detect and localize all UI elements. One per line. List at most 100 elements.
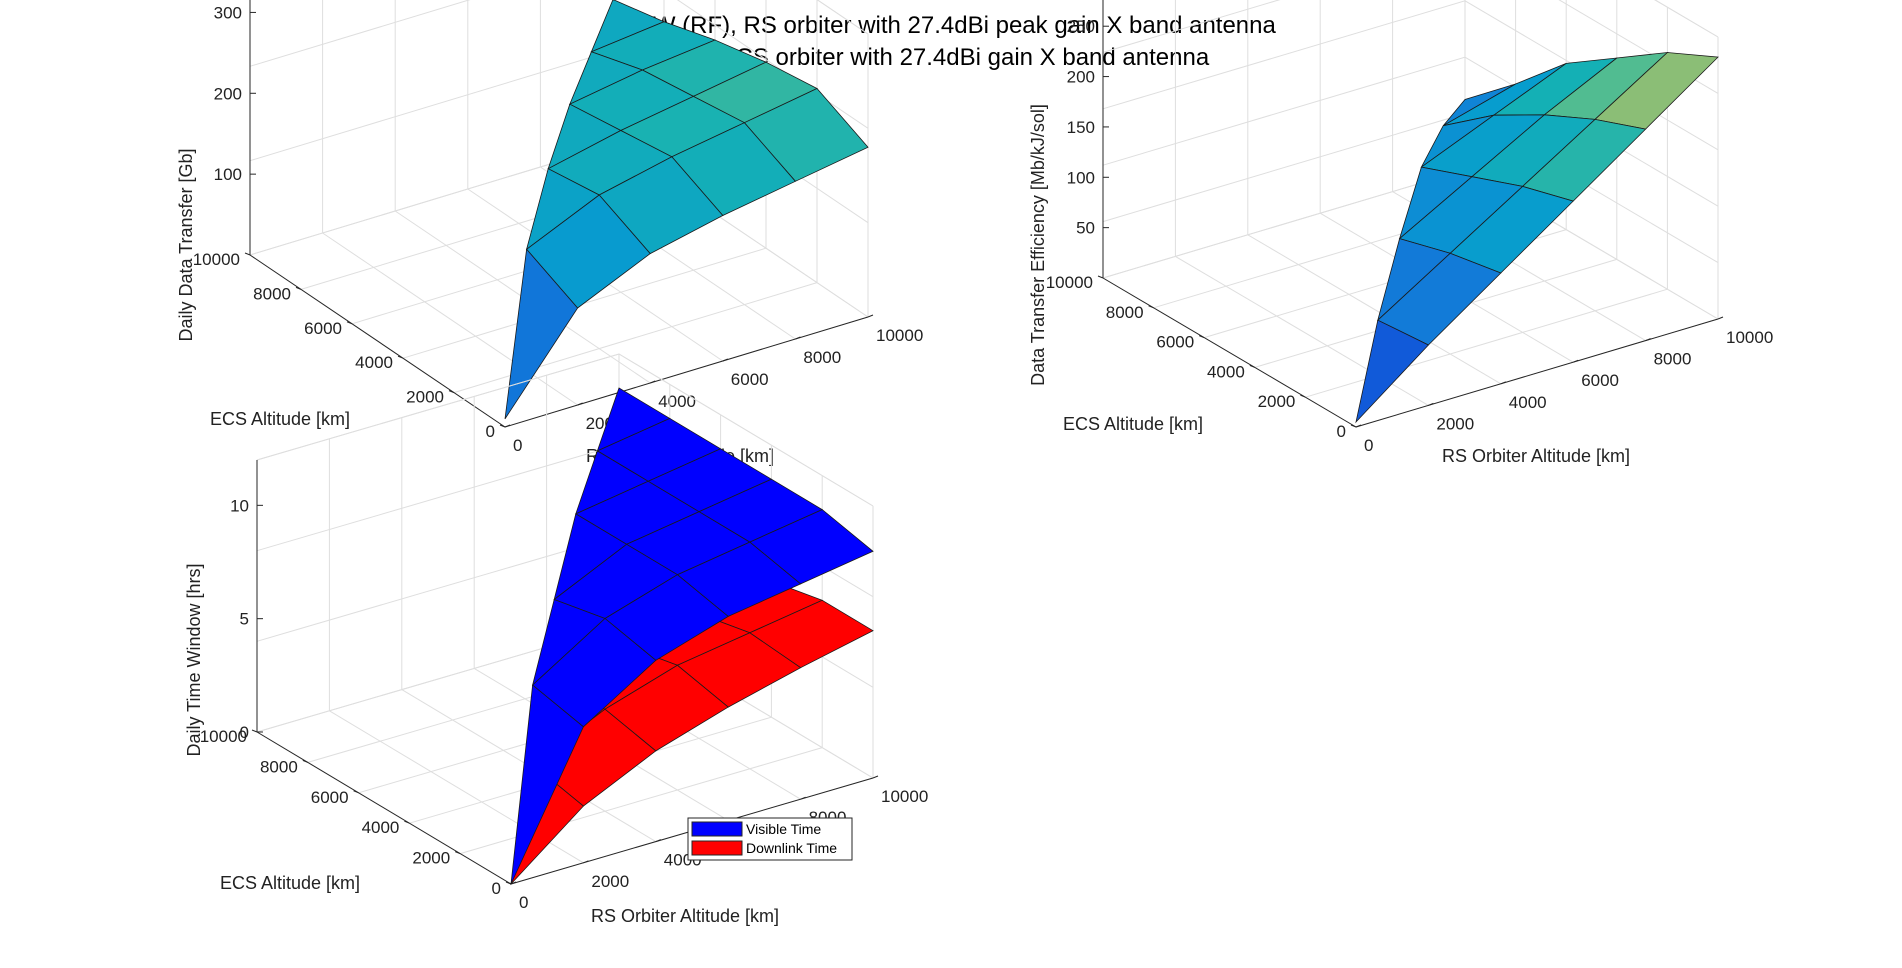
- x-tick-mark: [1645, 338, 1651, 342]
- legend: Visible Time Downlink Time: [687, 817, 853, 861]
- y-tick-label: 0: [1337, 422, 1346, 441]
- surface-visible-time-patch: [510, 684, 584, 885]
- x-tick-label: 6000: [731, 370, 769, 389]
- y-tick-label: 2000: [1258, 392, 1296, 411]
- x-axis-label: RS Orbiter Altitude [km]: [1442, 446, 1630, 466]
- z-tick-label: 300: [214, 3, 242, 22]
- x-tick-label: 8000: [803, 348, 841, 367]
- x-tick-mark: [1573, 359, 1579, 363]
- x-tick-mark: [1355, 424, 1362, 428]
- x-tick-label: 10000: [1726, 328, 1773, 347]
- z-tick-label: 10: [230, 496, 249, 515]
- y-tick-mark: [346, 321, 353, 325]
- y-tick-label: 8000: [1106, 303, 1144, 322]
- z-tick-label: 150: [1067, 118, 1095, 137]
- x-tick-label: 0: [519, 893, 528, 912]
- legend-swatch: [691, 821, 743, 837]
- z-axis-label: Daily Time Window [hrs]: [184, 563, 204, 756]
- x-axis-label: RS Orbiter Altitude [km]: [591, 906, 779, 926]
- legend-entry: Downlink Time: [746, 840, 837, 856]
- y-tick-mark: [455, 851, 461, 855]
- y-tick-mark: [244, 252, 251, 256]
- data-transfer-axes: 0200040006000800010000020004000600080001…: [176, 0, 923, 466]
- x-tick-label: 2000: [591, 872, 629, 891]
- y-tick-label: 6000: [311, 788, 349, 807]
- y-tick-mark: [505, 881, 512, 885]
- z-tick-label: 5: [240, 610, 249, 629]
- x-tick-mark: [655, 839, 661, 843]
- y-tick-label: 4000: [1207, 362, 1245, 381]
- y-tick-label: 6000: [1156, 333, 1194, 352]
- z-tick-label: 250: [1067, 17, 1095, 36]
- z-tick-label: 100: [214, 165, 242, 184]
- y-tick-label: 4000: [362, 818, 400, 837]
- y-tick-mark: [1350, 424, 1357, 428]
- y-tick-label: 10000: [1046, 273, 1093, 292]
- surface-visible-time: [510, 387, 874, 885]
- y-tick-mark: [1300, 394, 1306, 398]
- x-tick-mark: [650, 380, 656, 384]
- y-tick-label: 10000: [193, 250, 240, 269]
- x-tick-mark: [872, 775, 879, 779]
- y-tick-mark: [1097, 275, 1104, 279]
- x-tick-label: 10000: [876, 326, 923, 345]
- legend-entry: Visible Time: [746, 821, 821, 837]
- y-tick-label: 2000: [412, 849, 450, 868]
- x-tick-label: 2000: [1436, 414, 1474, 433]
- y-tick-mark: [295, 286, 302, 290]
- y-tick-label: 2000: [406, 388, 444, 407]
- time-window-axes: 0200040006000800010000020004000600080001…: [184, 353, 928, 926]
- y-tick-mark: [499, 424, 506, 428]
- z-axis-label: Daily Data Transfer [Gb]: [176, 148, 196, 341]
- y-tick-mark: [448, 390, 455, 394]
- x-tick-mark: [867, 314, 874, 318]
- y-tick-mark: [1249, 364, 1255, 368]
- z-tick-label: 0: [240, 723, 249, 742]
- y-tick-mark: [397, 355, 404, 359]
- surface-patch: [504, 248, 579, 420]
- x-tick-mark: [800, 796, 806, 800]
- x-tick-label: 4000: [658, 392, 696, 411]
- y-axis-label: ECS Altitude [km]: [210, 409, 350, 429]
- x-tick-label: 0: [1364, 436, 1373, 455]
- x-tick-mark: [577, 402, 583, 406]
- y-axis-line: [1102, 277, 1357, 428]
- z-tick-label: 100: [1067, 168, 1095, 187]
- surface: [504, 0, 869, 420]
- x-tick-mark: [504, 424, 511, 428]
- x-tick-mark: [722, 358, 728, 362]
- y-tick-label: 0: [492, 879, 501, 898]
- y-tick-mark: [353, 790, 359, 794]
- y-tick-mark: [302, 759, 308, 763]
- x-tick-label: 0: [513, 436, 522, 455]
- z-tick-label: 200: [1067, 68, 1095, 87]
- y-tick-mark: [404, 820, 410, 824]
- z-tick-label: 50: [1076, 219, 1095, 238]
- x-tick-label: 4000: [1509, 393, 1547, 412]
- y-axis-label: ECS Altitude [km]: [220, 873, 360, 893]
- y-tick-mark: [251, 729, 258, 733]
- y-tick-label: 0: [486, 422, 495, 441]
- x-tick-mark: [583, 860, 589, 864]
- y-axis-label: ECS Altitude [km]: [1063, 414, 1203, 434]
- y-tick-mark: [1199, 335, 1205, 339]
- figure-title: 25W (RF), RS orbiter with 27.4dBi peak g…: [0, 10, 1902, 74]
- y-axis-line: [249, 254, 506, 428]
- figure-title-line-1: 25W (RF), RS orbiter with 27.4dBi peak g…: [626, 12, 1276, 39]
- surface-patch: [1355, 319, 1430, 424]
- y-tick-label: 10000: [200, 727, 247, 746]
- x-tick-mark: [795, 336, 801, 340]
- y-tick-mark: [1148, 305, 1154, 309]
- y-tick-label: 4000: [355, 353, 393, 372]
- transfer-efficiency-axes: 0 2000 4000 6000 8000 10000 0 2000 4000 6000 8000 1…: [1028, 0, 1773, 466]
- z-axis-label: Data Transfer Efficiency [Mb/kJ/sol]: [1028, 104, 1048, 386]
- y-axis-line: [256, 731, 512, 885]
- x-tick-label: 8000: [1654, 350, 1692, 369]
- x-tick-label: 6000: [1581, 371, 1619, 390]
- y-tick-label: 6000: [304, 319, 342, 338]
- z-tick-label: 200: [214, 84, 242, 103]
- x-axis-line: [1355, 318, 1719, 428]
- x-tick-label: 10000: [881, 787, 928, 806]
- x-tick-mark: [1428, 402, 1434, 406]
